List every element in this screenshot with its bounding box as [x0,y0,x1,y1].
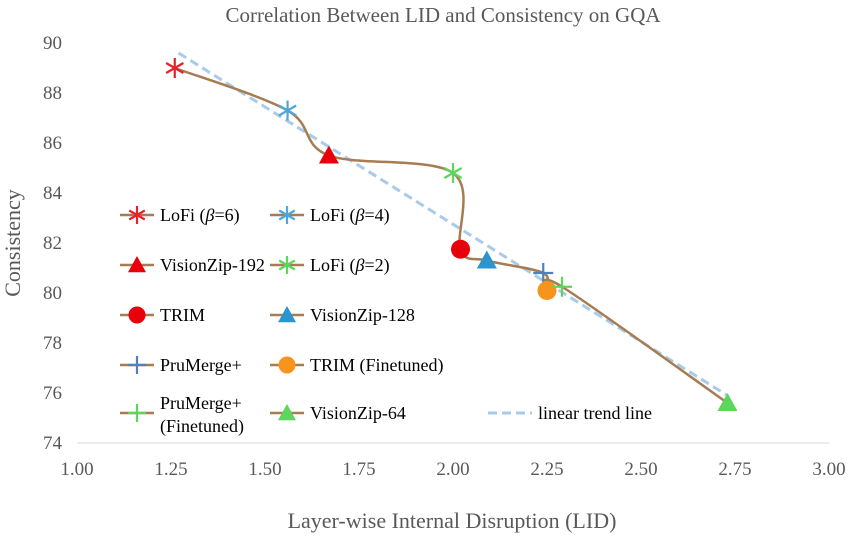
legend-label-suffix: =6) [214,205,239,226]
legend-label: VisionZip-128 [310,305,415,325]
legend: LoFi (β=6) LoFi (β=4)VisionZip-192 LoFi (β… [120,205,652,437]
legend-item: TRIM [120,305,205,325]
x-tick-label: 1.75 [342,459,375,480]
legend-label: TRIM [160,305,205,325]
legend-item: LoFi (β=2) [270,255,390,276]
series-line-group [174,66,729,405]
legend-item: VisionZip-192 [120,255,265,275]
legend-label: LoFi (β=2) [310,255,390,276]
legend-marker [128,206,146,224]
legend-label: LoFi (β=4) [310,205,390,226]
legend-label: VisionZip-64 [310,403,406,423]
x-tick-label: 2.50 [624,459,657,480]
legend-marker [128,256,146,273]
legend-marker [128,356,146,374]
legend-item-trend: linear trend line [488,403,652,423]
legend-label-suffix: =2) [364,255,389,276]
legend-item: TRIM (Finetuned) [270,355,443,376]
series-connecting-line [174,66,729,405]
legend-label-greek: β [355,255,365,275]
data-point-10 [717,393,738,411]
data-point-2 [278,100,297,121]
data-point-4 [443,163,463,183]
y-tick-label: 76 [43,383,62,404]
legend-label-greek: β [205,205,215,225]
y-tick-label: 84 [43,183,63,204]
y-tick-label: 88 [43,83,62,104]
x-tick-label: 1.50 [248,459,281,480]
legend-marker [278,256,296,274]
legend-item: LoFi (β=4) [270,205,390,226]
data-point-1 [165,58,184,78]
x-axis-label: Layer-wise Internal Disruption (LID) [288,508,617,533]
x-tick-label: 1.00 [60,459,93,480]
legend-marker [278,306,296,323]
legend-item: VisionZip-64 [270,403,406,423]
x-tick-label: 2.00 [436,459,469,480]
legend-trend-label: linear trend line [538,403,652,423]
y-tick-label: 86 [43,133,62,154]
legend-label-suffix: =4) [364,205,389,226]
legend-marker [128,306,146,324]
legend-item: VisionZip-128 [270,305,415,325]
data-point-8 [537,281,557,300]
legend-label-line2: (Finetuned) [160,416,244,437]
x-tick-label: 2.25 [530,459,563,480]
data-point-3 [318,145,339,164]
y-tick-label: 82 [43,233,62,254]
data-point-9 [552,276,573,297]
legend-label: TRIM (Finetuned) [310,355,443,376]
x-tick-label: 3.00 [812,459,845,480]
chart-title: Correlation Between LID and Consistency … [225,3,661,27]
legend-marker [278,404,296,421]
legend-label-greek: β [355,205,365,225]
legend-label-text: LoFi ( [160,205,206,226]
y-tick-label: 80 [43,283,62,304]
markers-group [165,58,738,411]
data-point-6 [476,250,497,269]
legend-item: LoFi (β=6) [120,205,240,226]
legend-label: LoFi (β=6) [160,205,240,226]
legend-item: PruMerge+ (Finetuned) [120,393,244,437]
data-point-7 [533,263,554,283]
y-tick-label: 74 [43,433,63,454]
x-tick-label: 2.75 [718,459,751,480]
legend-marker [128,404,146,422]
y-tick-label: 78 [43,333,62,354]
legend-item: PruMerge+ [120,355,242,375]
y-tick-label: 90 [43,33,62,54]
legend-marker [278,206,296,224]
data-point-5 [451,239,471,259]
legend-label-text: LoFi ( [310,205,356,226]
legend-label: VisionZip-192 [160,255,265,275]
legend-label: PruMerge+ [160,393,242,413]
y-axis-label: Consistency [0,189,25,297]
x-tick-label: 1.25 [154,459,187,480]
legend-label: PruMerge+ [160,355,242,375]
tick-labels: 1.00 1.25 1.50 1.75 2.00 2.25 2.50 2.75 3.00 74 76… [43,33,846,480]
legend-marker [278,356,296,374]
legend-label-text: LoFi ( [310,255,356,276]
